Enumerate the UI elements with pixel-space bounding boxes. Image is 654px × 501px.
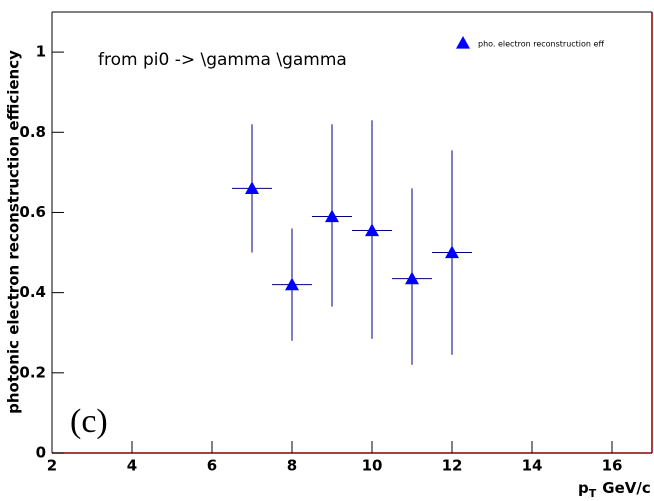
x-tick-label: 10 [362,457,383,475]
marker [325,209,339,223]
marker [405,271,419,285]
y-axis-label: photonic electron reconstruction efficie… [5,50,23,414]
marker [245,181,259,194]
x-axis-label: pT GeV/c [578,479,651,501]
x-tick-label: 4 [127,457,137,475]
legend-label: pho. electron reconstruction eff [478,40,604,49]
x-tick-label: 14 [522,457,543,475]
x-tick-label: 6 [207,457,217,475]
marker [445,245,459,259]
marker [285,277,299,291]
x-tick-label: 2 [47,457,57,475]
x-tick-label: 8 [287,457,297,475]
y-tick-label: 1 [36,43,46,61]
legend-marker [456,36,470,49]
y-tick-label: 0.8 [19,123,46,141]
x-label-main: p [578,479,589,497]
x-tick-label: 12 [442,457,463,475]
y-tick-label: 0 [36,444,46,462]
annotation: from pi0 -> \gamma \gamma [98,50,347,70]
marker [365,223,379,237]
y-tick-label: 0.6 [19,203,46,221]
y-tick-label: 0.2 [19,363,46,381]
x-label-sub: T [589,487,597,500]
y-tick-label: 0.4 [19,283,46,301]
x-tick-label: 16 [602,457,623,475]
x-label-unit: GeV/c [602,479,650,497]
panel-label: (c) [70,403,108,440]
